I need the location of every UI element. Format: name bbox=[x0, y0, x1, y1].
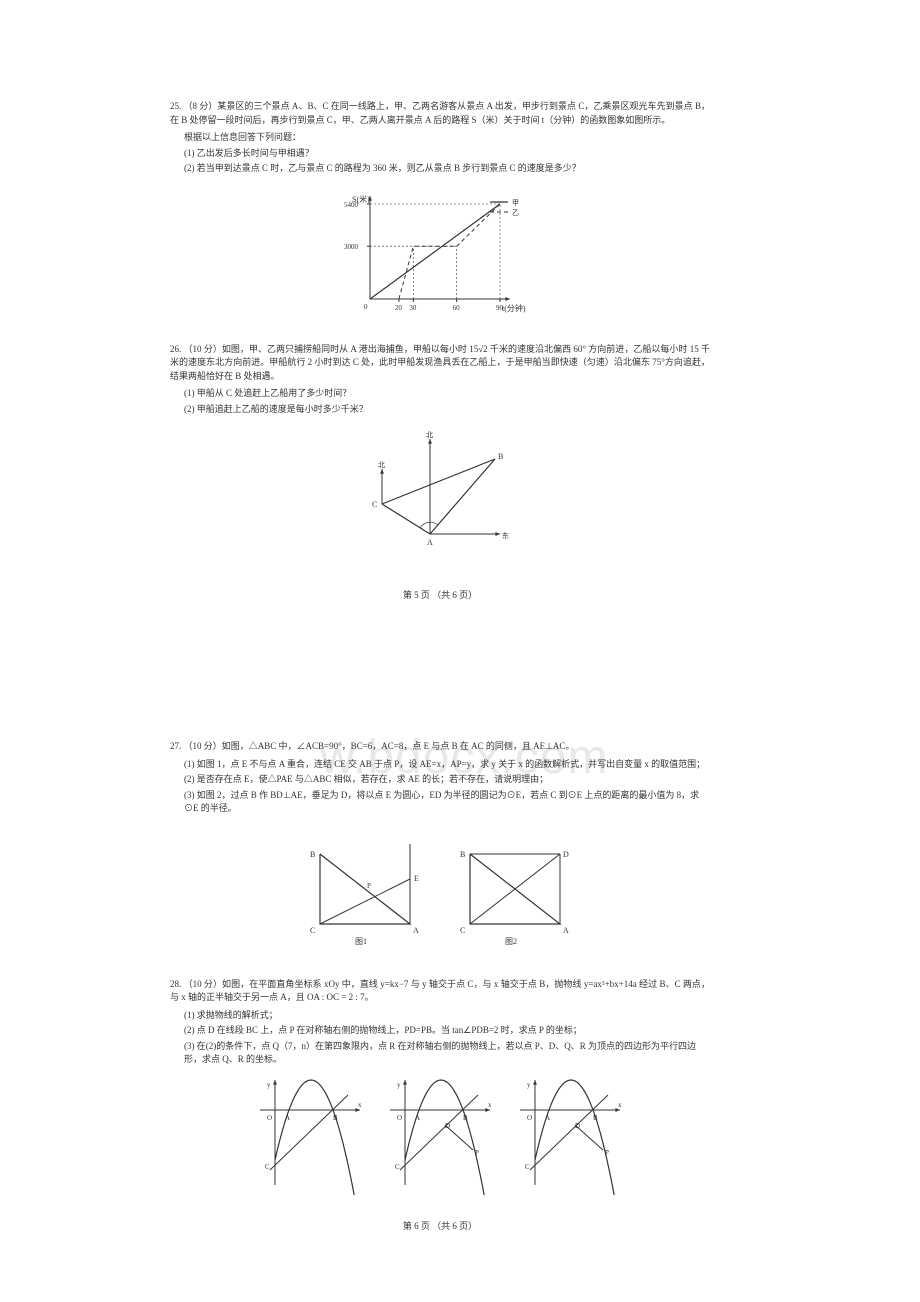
svg-text:P: P bbox=[605, 1149, 609, 1157]
svg-text:B: B bbox=[333, 1114, 338, 1122]
q26-diagram: 东北北ABC bbox=[170, 424, 710, 564]
q27-sub1: (1) 如图 1，点 E 不与点 A 重合，连结 CE 交 AB 于点 P，设 … bbox=[170, 758, 710, 772]
q28-fig2: yxOABCDP bbox=[385, 1075, 495, 1195]
q26-sub1: (1) 甲船从 C 处追赶上乙船用了多少时间？ bbox=[170, 387, 710, 401]
svg-text:图1: 图1 bbox=[355, 937, 367, 946]
svg-text:东: 东 bbox=[502, 531, 509, 540]
svg-text:30: 30 bbox=[409, 304, 417, 312]
svg-text:20: 20 bbox=[395, 304, 403, 312]
q26-sub2: (2) 甲船追赶上乙船的速度是每小时多少千米？ bbox=[170, 403, 710, 417]
svg-text:D: D bbox=[563, 850, 569, 859]
svg-text:B: B bbox=[310, 850, 315, 859]
svg-text:x: x bbox=[488, 1101, 492, 1109]
q28-fig1: y x O A B C bbox=[255, 1075, 365, 1195]
q26-header: 26. （10 分）如图，甲、乙两只捕捞船同时从 A 港出海捕鱼，甲船以每小时 … bbox=[170, 343, 710, 384]
svg-text:北: 北 bbox=[378, 461, 385, 469]
svg-text:x: x bbox=[618, 1101, 622, 1109]
svg-text:O: O bbox=[527, 1114, 532, 1122]
q25-text: （8 分）某景区的三个景点 A、B、C 在同一线路上，甲、乙两名游客从景点 A … bbox=[170, 101, 710, 125]
q26-text: （10 分）如图，甲、乙两只捕捞船同时从 A 港出海捕鱼，甲船以每小时 15√2… bbox=[170, 344, 710, 381]
svg-text:B: B bbox=[460, 850, 465, 859]
svg-text:y: y bbox=[397, 1081, 401, 1089]
svg-text:图2: 图2 bbox=[505, 937, 517, 946]
svg-text:乙: 乙 bbox=[512, 209, 519, 217]
page-5: 25. （8 分）某景区的三个景点 A、B、C 在同一线路上，甲、乙两名游客从景… bbox=[170, 100, 710, 601]
svg-text:60: 60 bbox=[453, 304, 461, 312]
q26-num: 26. bbox=[170, 344, 181, 354]
q28-figures: yxOABC yxOABCDP yxOABCDP bbox=[170, 1075, 710, 1195]
svg-text:y: y bbox=[267, 1081, 271, 1089]
svg-text:A: A bbox=[415, 1114, 420, 1122]
svg-text:A: A bbox=[563, 926, 569, 935]
q25-sub1: (1) 乙出发后多长时间与甲相遇？ bbox=[170, 147, 710, 161]
svg-text:y: y bbox=[527, 1081, 531, 1089]
q27-sub3: (3) 如图 2，过点 B 作 BD⊥AE，垂足为 D，将以点 E 为圆心，ED… bbox=[170, 789, 710, 816]
svg-text:5400: 5400 bbox=[344, 201, 359, 209]
svg-text:C: C bbox=[525, 1163, 530, 1171]
q25-chart: S(米)t(分钟)02030609030005400甲乙 bbox=[170, 184, 710, 319]
svg-text:A: A bbox=[427, 538, 433, 547]
svg-text:B: B bbox=[498, 452, 503, 461]
q25-header: 25. （8 分）某景区的三个景点 A、B、C 在同一线路上，甲、乙两名游客从景… bbox=[170, 100, 710, 127]
svg-text:P: P bbox=[475, 1149, 479, 1157]
svg-text:C: C bbox=[372, 500, 377, 509]
svg-text:B: B bbox=[593, 1114, 598, 1122]
svg-text:C: C bbox=[395, 1163, 400, 1171]
problem-28: 28. （10 分）如图，在平面直角坐标系 xOy 中，直线 y=kx−7 与 … bbox=[170, 978, 710, 1195]
q28-header: 28. （10 分）如图，在平面直角坐标系 xOy 中，直线 y=kx−7 与 … bbox=[170, 978, 710, 1005]
svg-text:C: C bbox=[265, 1163, 270, 1171]
svg-text:A: A bbox=[545, 1114, 550, 1122]
svg-text:90: 90 bbox=[496, 304, 504, 312]
svg-text:C: C bbox=[310, 926, 315, 935]
page-6: 27. （10 分）如图，△ABC 中，∠ACB=90°，BC=6，AC=8，点… bbox=[170, 740, 710, 1232]
svg-text:O: O bbox=[267, 1114, 272, 1122]
svg-text:O: O bbox=[397, 1114, 402, 1122]
q27-fig1: C A B E P 图1 bbox=[300, 824, 430, 954]
q25-svg: S(米)t(分钟)02030609030005400甲乙 bbox=[330, 184, 550, 319]
q25-sub2: (2) 若当甲到达景点 C 时，乙与景点 C 的路程为 360 米，则乙从景点 … bbox=[170, 162, 710, 176]
svg-text:t(分钟): t(分钟) bbox=[502, 303, 526, 313]
problem-27: 27. （10 分）如图，△ABC 中，∠ACB=90°，BC=6，AC=8，点… bbox=[170, 740, 710, 954]
svg-text:A: A bbox=[413, 926, 419, 935]
svg-text:A: A bbox=[285, 1114, 290, 1122]
q28-text: （10 分）如图，在平面直角坐标系 xOy 中，直线 y=kx−7 与 y 轴交… bbox=[170, 979, 710, 1003]
svg-text:E: E bbox=[414, 874, 419, 883]
q28-fig3: yxOABCDP bbox=[515, 1075, 625, 1195]
q27-num: 27. bbox=[170, 741, 181, 751]
problem-25: 25. （8 分）某景区的三个景点 A、B、C 在同一线路上，甲、乙两名游客从景… bbox=[170, 100, 710, 319]
page5-footer: 第 5 页 （共 6 页） bbox=[170, 588, 710, 601]
q26-svg: 东北北ABC bbox=[355, 424, 525, 564]
svg-text:3000: 3000 bbox=[344, 243, 359, 251]
svg-text:B: B bbox=[463, 1114, 468, 1122]
page6-footer: 第 6 页 （共 6 页） bbox=[170, 1219, 710, 1232]
q28-sub3: (3) 在(2)的条件下，点 Q（7，n）在第四象限内，点 R 在对称轴右侧的抛… bbox=[170, 1040, 710, 1067]
q27-figures: C A B E P 图1 C A B D 图2 bbox=[170, 824, 710, 954]
svg-text:P: P bbox=[367, 882, 371, 890]
svg-text:北: 北 bbox=[426, 431, 433, 439]
q28-sub2: (2) 点 D 在线段 BC 上，点 P 在对称轴右侧的抛物线上，PD=PB。当… bbox=[170, 1024, 710, 1038]
q25-num: 25. bbox=[170, 101, 181, 111]
problem-26: 26. （10 分）如图，甲、乙两只捕捞船同时从 A 港出海捕鱼，甲船以每小时 … bbox=[170, 343, 710, 565]
q25-line2: 根据以上信息回答下列问题： bbox=[170, 131, 710, 145]
q27-sub2: (2) 是否存在点 E，使△PAE 与△ABC 相似，若存在，求 AE 的长；若… bbox=[170, 773, 710, 787]
q28-num: 28. bbox=[170, 979, 181, 989]
q27-header: 27. （10 分）如图，△ABC 中，∠ACB=90°，BC=6，AC=8，点… bbox=[170, 740, 710, 754]
q27-fig2: C A B D 图2 bbox=[450, 824, 580, 954]
q28-sub1: (1) 求抛物线的解析式； bbox=[170, 1009, 710, 1023]
q27-text: （10 分）如图，△ABC 中，∠ACB=90°，BC=6，AC=8，点 E 与… bbox=[184, 741, 575, 751]
svg-text:0: 0 bbox=[364, 303, 368, 311]
svg-text:甲: 甲 bbox=[512, 199, 519, 207]
svg-text:C: C bbox=[460, 926, 465, 935]
svg-text:x: x bbox=[358, 1101, 362, 1109]
